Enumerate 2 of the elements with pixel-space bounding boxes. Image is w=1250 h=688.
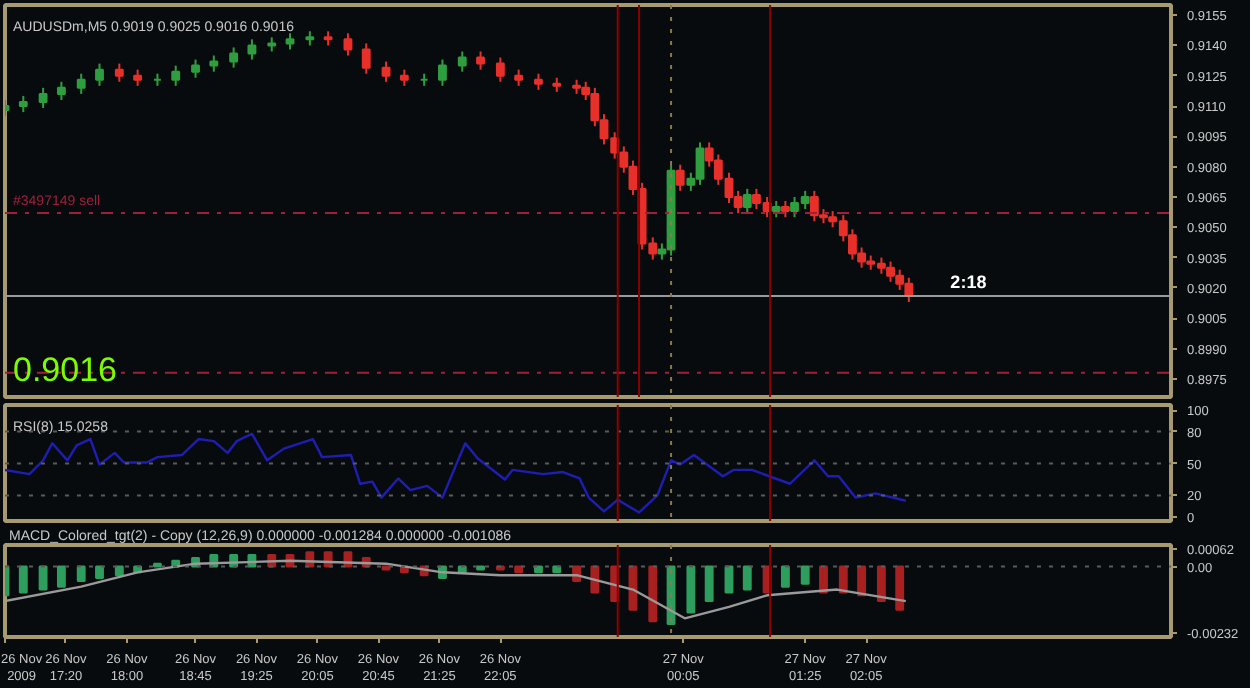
annotation: 2:18 <box>950 271 987 292</box>
annotation: 0.9016 <box>13 351 117 389</box>
